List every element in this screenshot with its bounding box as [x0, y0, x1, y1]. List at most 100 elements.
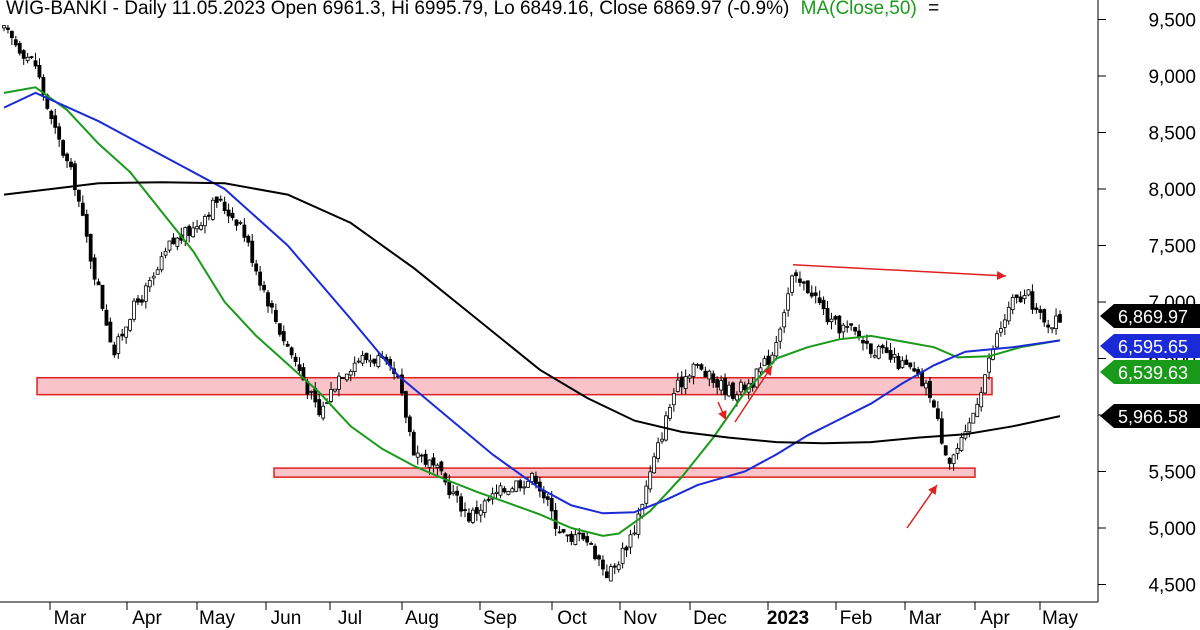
candle [876, 344, 881, 360]
x-tick-label: Mar [909, 608, 942, 629]
candle-body [419, 454, 424, 457]
candle-body [1030, 291, 1035, 310]
candle-body [100, 284, 105, 309]
candle-body [340, 377, 345, 379]
candle [195, 219, 199, 233]
candle-body [76, 189, 81, 202]
candle [719, 375, 724, 395]
candle-body [727, 384, 731, 397]
candle [987, 353, 991, 380]
candle-body [774, 342, 779, 357]
candle-body [892, 353, 897, 358]
candle-body [376, 355, 381, 367]
x-tick-label: Aug [405, 608, 439, 629]
candle [1018, 291, 1023, 303]
candle-body [766, 355, 771, 365]
candle [266, 290, 270, 313]
candle [467, 508, 471, 523]
candle-body [478, 509, 483, 516]
candle [636, 507, 641, 539]
candle [348, 369, 353, 382]
candle [321, 401, 326, 421]
candle [337, 372, 341, 397]
candle-body [242, 224, 247, 238]
candle [1042, 308, 1047, 327]
candle-body [660, 438, 664, 442]
candle-body [238, 221, 243, 224]
candle [880, 343, 885, 354]
candle [17, 41, 22, 56]
ma-line-ma-close-200- [3, 181, 1061, 445]
candle [108, 317, 113, 343]
candle-body [463, 509, 467, 512]
candle [656, 437, 660, 463]
candle [455, 486, 460, 503]
candle-body [61, 140, 66, 156]
candle [340, 377, 345, 380]
candle-body [597, 555, 601, 560]
candle [297, 357, 302, 375]
candle-body [140, 299, 144, 303]
candle [289, 346, 294, 359]
candle [80, 195, 85, 217]
candle-body [1050, 327, 1055, 330]
candle-body [514, 480, 519, 492]
candle-body [805, 280, 810, 294]
candle-body [849, 323, 854, 326]
candle [191, 221, 196, 238]
candle-body [199, 225, 203, 230]
candle-body [88, 234, 93, 262]
up-arrow-dec [734, 365, 773, 423]
candle [439, 460, 444, 475]
candle [758, 362, 763, 376]
candle-body [762, 358, 767, 367]
candle-body [1002, 319, 1007, 328]
candle-body [644, 485, 649, 504]
candle-body [853, 327, 858, 332]
candlesticks [2, 24, 1062, 582]
candle-body [9, 30, 14, 39]
candle-body [636, 513, 641, 535]
candle-body [49, 110, 54, 119]
candle-body [317, 399, 322, 416]
candle [13, 35, 18, 48]
candle [112, 341, 117, 358]
up-arrow-mar [906, 484, 938, 529]
candle-body [120, 333, 125, 337]
candle-body [951, 454, 956, 465]
candle [96, 278, 101, 286]
candle-body [932, 400, 936, 408]
candle-body [270, 303, 274, 308]
candle [151, 272, 156, 286]
candle [33, 52, 38, 69]
candle-body [356, 360, 361, 363]
candle [206, 211, 211, 221]
candle [723, 373, 727, 400]
candle-body [187, 225, 192, 237]
candle [368, 354, 373, 368]
down-arrow-dec [717, 401, 727, 421]
candle [1026, 289, 1031, 297]
candle-body [206, 214, 211, 217]
candle-body [427, 459, 432, 468]
candle-body [967, 422, 972, 433]
candle-body [809, 292, 814, 297]
candle-body [526, 480, 530, 488]
candle-body [569, 533, 574, 542]
candle [683, 369, 688, 395]
candle-body [1006, 307, 1011, 322]
candle [210, 197, 215, 221]
candle-body [979, 392, 984, 408]
candle-body [285, 343, 290, 347]
ma-line-ma-close-50- [3, 86, 1061, 537]
last-value-tags: 6,869.97 6,595.65 6,539.63 5,966.58 [1100, 304, 1200, 428]
candle-body [411, 431, 416, 456]
candle-body [368, 359, 373, 363]
candle [1034, 303, 1039, 314]
y-tick-label: 9,000 [1148, 67, 1196, 88]
candle-body [1022, 295, 1027, 300]
candle [1014, 294, 1019, 304]
candle [778, 326, 783, 349]
candle-body [329, 389, 333, 402]
